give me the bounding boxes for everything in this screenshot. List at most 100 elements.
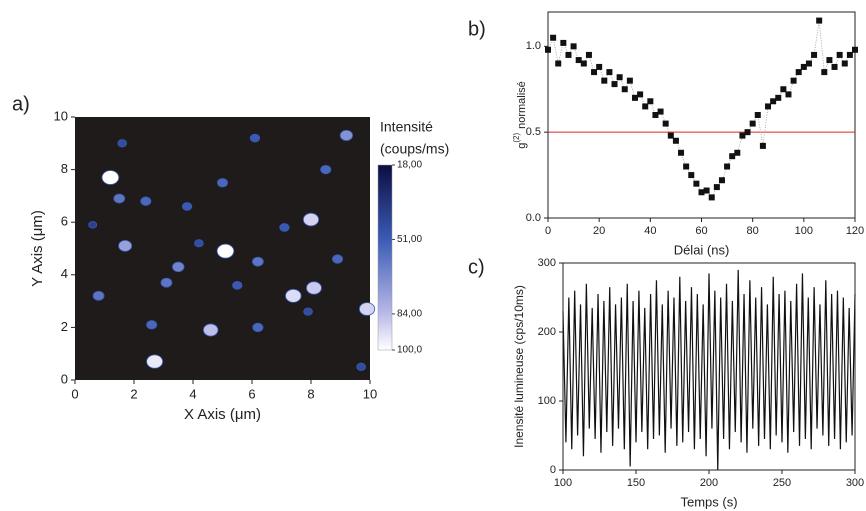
y-tick-label: 4 <box>61 266 68 281</box>
y-axis-label: Y Axis (μm) <box>29 210 46 287</box>
point <box>550 34 557 41</box>
point <box>647 98 654 105</box>
point <box>795 69 802 76</box>
point <box>841 60 848 67</box>
spot <box>140 196 152 206</box>
point <box>545 46 551 53</box>
spot <box>306 281 322 295</box>
spot <box>88 221 98 229</box>
spot <box>252 322 264 333</box>
y-axis-label-rest: normalisé <box>516 81 528 129</box>
spot <box>172 261 185 273</box>
y-tick-label: 6 <box>61 214 68 229</box>
point <box>765 103 772 110</box>
point <box>637 91 644 98</box>
point <box>657 108 664 115</box>
colorbar-tick-label: 100,0 <box>397 345 422 356</box>
spot <box>252 256 264 267</box>
spot <box>216 178 229 188</box>
y-tick-label: 0 <box>61 371 68 386</box>
x-tick-label: 8 <box>307 386 314 401</box>
point <box>800 63 807 70</box>
connector-line <box>547 20 856 199</box>
point <box>626 77 633 84</box>
y-tick-label: 0.0 <box>526 212 541 224</box>
point <box>770 98 777 105</box>
x-tick-label: 2 <box>130 386 137 401</box>
point <box>713 184 720 191</box>
y-tick-label: 10 <box>54 108 68 123</box>
point <box>790 77 797 84</box>
point <box>816 17 823 24</box>
colorbar-unit: (coups/ms) <box>380 141 449 157</box>
y-tick-label: 8 <box>61 161 68 176</box>
spot <box>160 277 173 288</box>
y-axis-label: Inensité lumineuse (cps/10ms) <box>512 285 526 448</box>
point <box>780 86 787 93</box>
x-tick-label: 120 <box>846 225 864 237</box>
spot <box>358 302 376 316</box>
point <box>667 132 674 139</box>
point <box>831 63 838 70</box>
y-tick-label: 2 <box>61 319 68 334</box>
point <box>698 189 705 196</box>
x-tick-label: 10 <box>363 386 377 401</box>
x-tick-label: 4 <box>189 386 196 401</box>
spot <box>113 193 126 204</box>
y-tick-label: 200 <box>538 326 556 338</box>
y-tick-label: 100 <box>538 395 556 407</box>
point <box>678 149 685 156</box>
point <box>575 57 582 64</box>
point <box>734 149 741 156</box>
point <box>652 112 659 118</box>
point <box>616 74 623 81</box>
x-tick-label: 6 <box>248 386 255 401</box>
point <box>642 103 649 110</box>
y-axis-label-symbol: g <box>516 143 528 149</box>
spot <box>279 223 290 232</box>
plot-frame <box>562 262 856 471</box>
spot <box>320 164 332 175</box>
y-tick-label: 0 <box>550 464 556 476</box>
y-axis-label-sup: (2) <box>512 133 521 143</box>
spot <box>117 139 127 148</box>
point <box>775 94 782 101</box>
spot <box>332 254 344 264</box>
point <box>560 39 567 46</box>
x-tick-label: 40 <box>644 225 656 237</box>
x-tick-label: 0 <box>545 225 551 237</box>
panel-label: b) <box>468 18 486 40</box>
spot <box>202 323 219 337</box>
point <box>585 51 592 58</box>
spot <box>356 362 366 371</box>
spot <box>249 133 261 143</box>
point <box>565 51 572 58</box>
point <box>672 137 679 144</box>
point <box>708 194 715 201</box>
spot <box>101 170 120 185</box>
x-tick-label: 100 <box>554 477 572 489</box>
spot <box>303 307 313 316</box>
point <box>826 57 833 64</box>
x-tick-label: 0 <box>71 386 78 401</box>
panel-label: c) <box>468 256 485 278</box>
trace <box>562 269 856 471</box>
point <box>693 180 700 187</box>
point <box>555 60 562 67</box>
point <box>688 172 695 179</box>
plot-frame <box>547 11 856 219</box>
point <box>606 69 613 76</box>
point <box>724 163 731 170</box>
spot <box>181 202 193 211</box>
point <box>754 112 761 118</box>
point <box>580 60 587 67</box>
x-axis-label: X Axis (μm) <box>184 406 261 423</box>
point <box>749 120 756 127</box>
point <box>591 69 598 76</box>
point <box>718 177 725 184</box>
spot <box>285 288 302 303</box>
x-tick-label: 60 <box>695 225 707 237</box>
x-tick-label: 80 <box>747 225 759 237</box>
x-tick-label: 300 <box>846 477 864 489</box>
point <box>836 51 843 58</box>
